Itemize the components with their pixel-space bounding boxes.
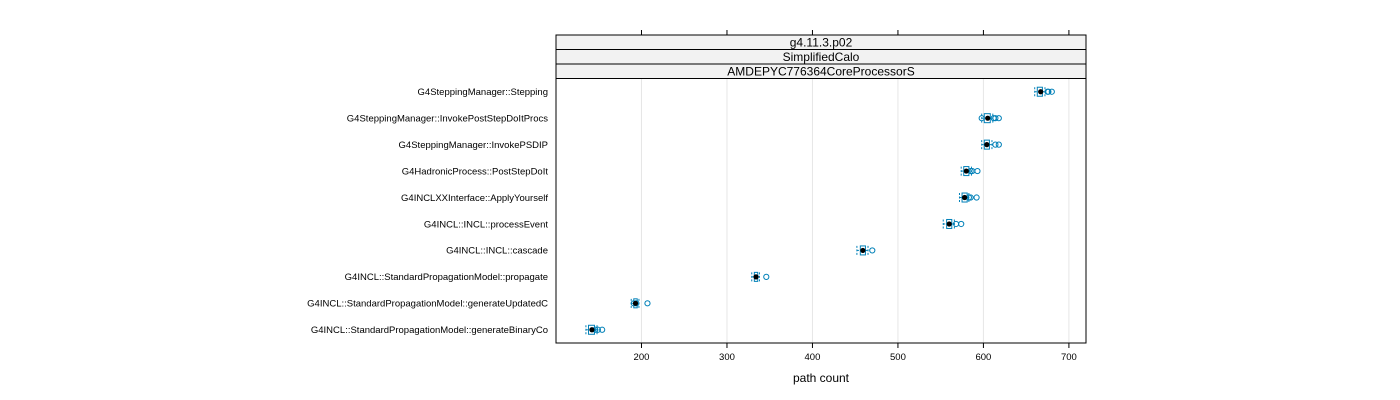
- outlier-point: [869, 247, 876, 254]
- median-point: [985, 115, 991, 121]
- x-tick-label: 400: [805, 352, 821, 363]
- outlier-point: [599, 326, 606, 333]
- median-point: [753, 274, 759, 280]
- outlier-point: [974, 167, 981, 175]
- outlier-point: [995, 141, 1002, 148]
- outlier-point: [644, 300, 651, 307]
- box-1: [1034, 86, 1055, 97]
- x-tick-label: 700: [1061, 352, 1077, 363]
- median-point: [589, 327, 595, 333]
- median-point: [963, 168, 969, 174]
- outlier-point: [763, 273, 770, 280]
- category-label: G4INCL::StandardPropagationModel::genera…: [311, 325, 548, 336]
- box-6: [942, 218, 965, 229]
- category-label: G4INCL::INCL::processEvent: [424, 219, 548, 230]
- category-label: G4SteppingManager::InvokePostStepDoItPro…: [347, 113, 548, 124]
- outlier-point: [992, 115, 999, 122]
- category-label: G4INCL::StandardPropagationModel::propag…: [345, 272, 548, 283]
- median-point: [984, 142, 990, 148]
- x-tick-label: 600: [975, 352, 991, 363]
- outlier-point: [992, 141, 999, 148]
- box-8: [751, 271, 770, 282]
- outlier-point: [995, 115, 1002, 122]
- x-axis-title: path count: [793, 371, 850, 385]
- median-point: [962, 194, 968, 201]
- box-3: [981, 139, 1002, 150]
- outlier-point: [1045, 88, 1052, 95]
- strip-label: SimplifiedCalo: [783, 50, 860, 64]
- box-10: [585, 324, 606, 335]
- category-label: G4HadronicProcess::PostStepDoIt: [402, 166, 549, 177]
- category-label: G4SteppingManager::InvokePSDIP: [399, 140, 548, 151]
- outlier-point: [973, 194, 980, 201]
- strip-headers: g4.11.3.p02SimplifiedCaloAMDEPYC776364Co…: [555, 34, 1087, 79]
- box-series: [585, 86, 1055, 335]
- box-5: [958, 192, 980, 203]
- box-7: [856, 245, 876, 256]
- category-label: G4INCL::StandardPropagationModel::genera…: [307, 299, 548, 310]
- grid-lines: [640, 78, 1070, 343]
- outlier-point: [967, 194, 974, 201]
- x-tick-label: 300: [719, 352, 735, 363]
- x-axis: 200 300 400 500 600 700: [634, 30, 1077, 363]
- category-labels: G4SteppingManager::SteppingG4SteppingMan…: [307, 87, 548, 336]
- outlier-point: [958, 220, 965, 228]
- box-4: [960, 166, 981, 177]
- median-point: [946, 221, 952, 227]
- outlier-point: [1048, 88, 1055, 95]
- category-label: G4INCL::INCL::cascade: [446, 246, 548, 257]
- strip-label: AMDEPYC776364CoreProcessorS: [727, 65, 914, 79]
- box-2: [978, 113, 1002, 124]
- outlier-point: [978, 115, 985, 122]
- category-label: G4INCLXXInterface::ApplyYourself: [401, 193, 548, 204]
- median-point: [632, 300, 639, 306]
- x-tick-label: 200: [634, 352, 650, 363]
- outlier-point: [594, 326, 601, 333]
- median-point: [860, 247, 866, 254]
- strip-label: g4.11.3.p02: [790, 36, 853, 50]
- panel-border: [555, 78, 1087, 344]
- median-point: [1038, 89, 1044, 95]
- box-9: [630, 298, 651, 309]
- x-tick-label: 500: [890, 352, 906, 363]
- category-label: G4SteppingManager::Stepping: [418, 87, 548, 98]
